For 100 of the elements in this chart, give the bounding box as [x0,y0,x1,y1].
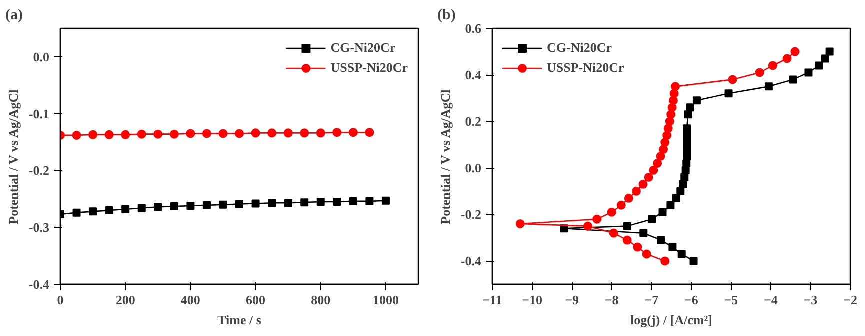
point [138,204,146,212]
point [764,82,773,91]
x-tick-label: −7 [644,292,660,308]
point [686,104,694,112]
point [348,128,358,138]
point [332,128,342,138]
point [252,200,260,208]
point [660,256,670,266]
point [88,130,98,140]
point [251,128,260,138]
point [622,236,632,245]
x-tick-label: −11 [482,292,502,308]
legend-label: USSP-Ni20Cr [547,60,624,76]
y-tick-label: -0.4 [28,277,50,292]
x-tick-label: 800 [311,292,331,308]
x-tick-label: −5 [724,292,739,308]
y-tick-label: -0.3 [28,220,50,236]
point [657,236,666,244]
y-tick-label: 0.2 [465,114,482,130]
point [642,250,652,259]
point [670,82,680,92]
point [633,242,642,252]
point [516,220,525,228]
point [72,130,82,140]
y-tick-label: -0.1 [28,106,50,122]
point [219,200,228,209]
x-tick-label: −8 [604,292,620,308]
point [284,199,292,208]
chart-title: (a) [6,8,23,24]
x-tick-label: −9 [565,292,580,308]
point [235,129,244,138]
point [316,128,326,138]
x-tick-label: 1000 [372,292,399,308]
point [679,180,688,188]
point [186,202,195,210]
y-tick-label: 0.6 [465,21,482,36]
point [640,229,648,238]
point [300,128,310,138]
legend-label: CG-Ni20Cr [330,40,396,56]
point [724,90,733,98]
x-axis-title: Time / s [218,312,262,328]
point [349,197,358,206]
point [666,201,675,210]
point [122,205,130,214]
point [137,130,146,139]
point [826,48,834,56]
point [768,61,778,70]
point [656,152,666,161]
x-tick-label: 400 [180,292,200,308]
point [170,202,178,211]
point [632,186,641,196]
point [649,166,658,175]
point [659,145,668,154]
point [284,128,293,138]
point [607,208,616,217]
point [728,75,738,84]
y-tick-label: 0.0 [33,49,50,64]
point [755,68,764,78]
y-axis-title: Potential / V vs Ag/AgCl [438,89,453,224]
point [592,214,602,224]
point [682,166,690,174]
y-tick-label: -0.2 [28,163,50,178]
point [644,172,654,182]
point [202,129,212,138]
point [170,130,179,139]
point [789,76,798,84]
x-tick-label: −6 [684,292,699,308]
x-tick-label: −10 [522,292,542,308]
point [300,198,309,207]
point [186,129,196,138]
point [89,208,98,216]
point [616,200,626,210]
point [692,96,701,105]
point [684,110,692,119]
point [804,68,813,77]
point [236,200,244,208]
point [268,128,277,138]
x-tick-label: −2 [844,292,858,308]
y-tick-label: 0.4 [465,68,482,83]
point [202,201,211,210]
chart-title: (b) [438,8,456,24]
x-tick-label: −4 [764,292,778,308]
point [154,203,162,212]
point [104,130,114,140]
point [154,130,163,139]
x-axis-title: log(j) / [A/cm²] [630,312,712,328]
point [683,124,692,133]
point [218,129,228,138]
point [623,222,632,230]
y-axis-title: Potential / V vs Ag/AgCl [6,89,21,224]
point [638,180,648,189]
point [648,215,656,224]
y-tick-label: -0.4 [460,254,482,269]
point [316,198,325,206]
point [382,196,390,205]
point [668,243,677,252]
x-tick-label: 200 [116,292,136,308]
point [121,130,130,140]
point [660,138,670,148]
point [105,206,114,215]
